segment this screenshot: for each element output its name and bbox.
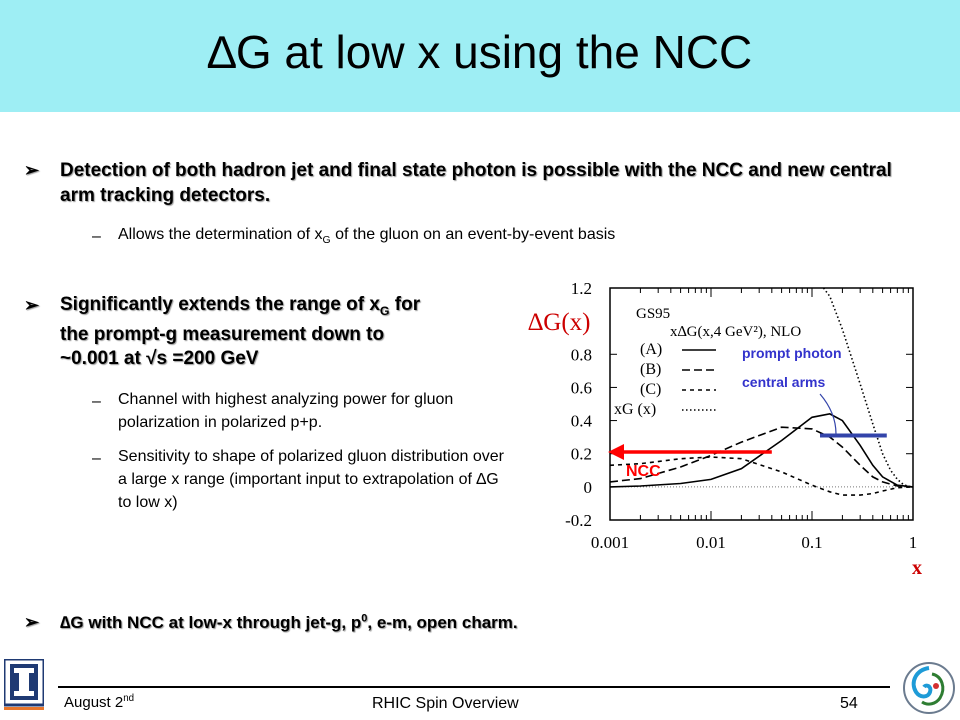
sub-bullet-sensitivity: Sensitivity to shape of polarized gluon … — [118, 448, 504, 511]
superscript-zero: 0 — [361, 612, 368, 624]
legend-header: GS95 — [636, 306, 670, 322]
footer-divider — [58, 686, 890, 688]
footer-date-sup: nd — [123, 693, 135, 704]
bullet-detection: ➢ Detection of both hadron jet and final… — [24, 158, 918, 208]
x-tick-label: 0.001 — [591, 533, 629, 552]
plot-frame — [609, 287, 914, 521]
footer-date: August 2nd — [64, 693, 134, 711]
legend-subheader: x∆G(x,4 GeV²), NLO — [670, 324, 801, 340]
bullet-range-line3: ~0.001 at √s =200 GeV — [60, 347, 259, 369]
delta-g-chart: 1.20.80.60.40.20-0.20.001 0.01 0.1 1∆G(x)xG… — [528, 279, 922, 579]
bullet-arrow-icon: ➢ — [24, 160, 40, 180]
sub-bullet-analyzing-power: Channel with highest analyzing power for… — [118, 391, 454, 431]
legend-label: (C) — [640, 381, 661, 398]
x-tick-label: 0.1 — [801, 533, 822, 552]
y-tick-label: -0.2 — [565, 511, 592, 530]
ncc-label: NCC — [626, 463, 661, 480]
bullet-arrow-icon: ➢ — [24, 295, 40, 315]
subscript-g: G — [379, 303, 390, 318]
university-logo-icon — [4, 659, 44, 710]
sub-bullet-xg-text: Allows the determination of x — [118, 226, 323, 243]
dash-marker: – — [92, 228, 101, 245]
series-line-2 — [609, 456, 914, 496]
y-tick-label: 0.4 — [571, 412, 593, 431]
bullet-ncc-lowx-text: ∆G with NCC at low-x through jet-g, p0, … — [38, 612, 518, 632]
dash-marker: – — [92, 393, 101, 410]
bullet-range-line1: Significantly extends the range of xG fo… — [60, 293, 518, 323]
prompt-pointer-arrow — [819, 393, 837, 435]
bullet-ncc-lowx-post: , e-m, open charm. — [367, 612, 518, 632]
legend-label: xG (x) — [614, 401, 656, 418]
sub-bullet-xg-text-end: of the gluon on an event-by-event basis — [330, 226, 616, 243]
bullet-range-line1-post: for — [389, 294, 421, 315]
subscript-g: G — [322, 235, 331, 247]
dash-marker: – — [92, 450, 101, 467]
bullet-range: ➢ Significantly extends the range of xG … — [24, 293, 518, 371]
y-tick-label: 0.8 — [571, 345, 592, 364]
phenix-logo-icon — [903, 662, 955, 714]
y-axis-label: ∆G(x) — [528, 309, 591, 336]
sub-bullet-xg: Allows the determination of xG of the gl… — [118, 223, 818, 252]
ncc-arrow-head — [608, 444, 624, 461]
y-tick-label: 0.2 — [571, 445, 592, 464]
page-number: 54 — [840, 695, 858, 712]
y-tick-label: 0.6 — [571, 378, 592, 397]
slide-title: ∆G at low x using the NCC — [207, 26, 753, 78]
series-line-3 — [822, 287, 914, 488]
bullet-ncc-lowx-pre: ∆G with NCC at low-x through jet-g, p — [60, 612, 362, 632]
x-tick-label: 1 — [909, 533, 918, 552]
central-arms-label: central arms — [742, 374, 825, 390]
series-line-1 — [609, 426, 914, 488]
bullet-range-line2: the prompt-g measurement down to — [60, 323, 385, 345]
bullet-range-line1-pre: Significantly extends the range of x — [60, 294, 380, 315]
title-band — [0, 0, 960, 112]
legend-label: (B) — [640, 361, 661, 378]
bullet-detection-text: Detection of both hadron jet and final s… — [60, 160, 892, 206]
bullet-ncc-lowx: ➢ ∆G with NCC at low-x through jet-g, p0… — [24, 612, 738, 633]
footer-title: RHIC Spin Overview — [372, 695, 519, 712]
x-axis-label: x — [912, 557, 922, 579]
legend-label: (A) — [640, 341, 662, 358]
y-tick-label: 1.2 — [571, 279, 592, 298]
x-tick-label: 0.01 — [696, 533, 726, 552]
prompt-photon-label: prompt photon — [742, 345, 842, 361]
bullet-arrow-icon: ➢ — [24, 612, 40, 632]
series-line-0 — [609, 413, 914, 488]
y-tick-label: 0 — [584, 478, 593, 497]
footer-date-text: August 2 — [64, 694, 124, 711]
